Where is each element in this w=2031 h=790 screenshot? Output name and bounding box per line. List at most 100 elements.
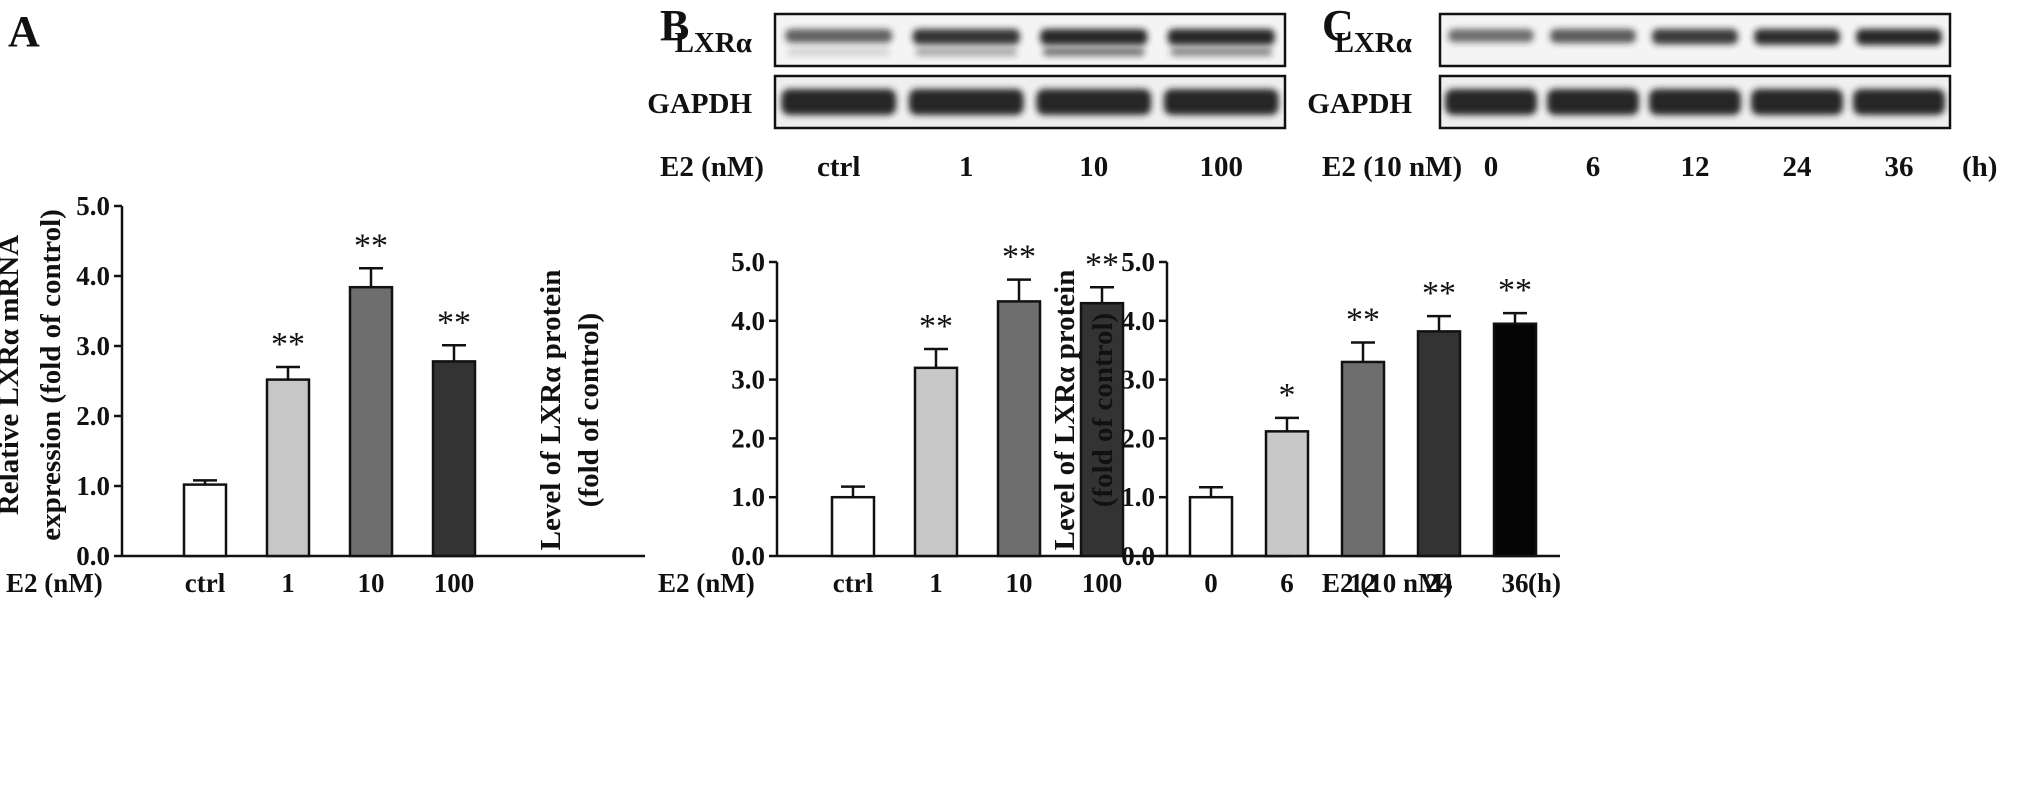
significance-marker: ** [354, 227, 388, 264]
y-tick-label: 3.0 [1121, 365, 1155, 395]
blot-lane-label: 1 [959, 151, 974, 183]
blot-lane-label: 100 [1200, 151, 1244, 183]
blot-band-gapdh [1853, 89, 1945, 115]
x-axis-title: E2 (nM) [6, 568, 103, 598]
panel-letter-c: C [1322, 1, 1354, 50]
bar-100 [1079, 301, 1125, 558]
y-tick-label: 4.0 [1121, 306, 1155, 336]
x-tick-label: 10 [1006, 568, 1033, 598]
panel-letter-a: A [8, 7, 40, 56]
x-tick-label: 24 [1426, 568, 1453, 598]
blot-treatment-label: E2 (nM) [660, 151, 764, 183]
bar-24 [1416, 330, 1462, 558]
y-tick-label: 3.0 [76, 331, 110, 361]
x-tick-label: 100 [1082, 568, 1123, 598]
y-axis-title-line: expression (fold of control) [35, 209, 67, 541]
bar-0 [1188, 495, 1234, 558]
blot-row-label: LXRα [675, 27, 752, 59]
x-tick-label: ctrl [833, 568, 874, 598]
y-axis-title-line: Level of LXRα protein [535, 270, 567, 551]
x-tick-label: 1 [281, 568, 295, 598]
y-tick-label: 3.0 [731, 365, 765, 395]
blot-band-lxr [785, 29, 893, 43]
x-tick-label: ctrl [185, 568, 226, 598]
blot-band-gapdh [1649, 89, 1741, 115]
y-tick-label: 5.0 [1121, 247, 1155, 277]
blot-band-lower [787, 48, 890, 56]
x-tick-label: 0 [1204, 568, 1218, 598]
y-tick-label: 0.0 [1121, 541, 1155, 571]
blot-row-label: LXRα [1335, 27, 1412, 59]
blot-lane-label: 12 [1681, 151, 1710, 183]
y-tick-label: 5.0 [76, 191, 110, 221]
y-axis-title-line: (fold of control) [1087, 313, 1119, 507]
blot-band-lxr [1167, 29, 1275, 45]
blot-lane-label: 24 [1783, 151, 1812, 183]
bar-6 [1264, 430, 1310, 558]
y-tick-label: 2.0 [76, 401, 110, 431]
y-tick-label: 2.0 [1121, 423, 1155, 453]
x-tick-label: 1 [929, 568, 943, 598]
bar-1 [913, 366, 959, 558]
bar-ctrl [182, 483, 228, 558]
blot-band-gapdh [908, 89, 1024, 115]
bar-10 [348, 285, 394, 558]
y-tick-label: 4.0 [76, 261, 110, 291]
x-axis-title: E2 (nM) [658, 568, 755, 598]
blot-band-lower [1042, 48, 1145, 56]
x-axis-title: E2 (10 nM) [1322, 568, 1453, 598]
y-tick-label: 4.0 [731, 306, 765, 336]
y-tick-label: 1.0 [76, 471, 110, 501]
x-tick-label: 100 [434, 568, 475, 598]
blot-band-lower [1170, 48, 1273, 56]
blot-band-lxr [1550, 29, 1636, 43]
y-tick-label: 0.0 [731, 541, 765, 571]
bar-1 [265, 378, 311, 558]
blot-lane-label: ctrl [817, 151, 860, 183]
chart-panel-a: 0.0 1.0 2.0 3.0 4.0 5.0 Relative LXRα mRNA expr… [0, 191, 645, 598]
significance-marker: ** [271, 326, 305, 363]
western-blot-b: LXRα GAPDH E2 (nM) ctrl 1 10 100 [647, 12, 1287, 183]
y-tick-label: 1.0 [731, 482, 765, 512]
significance-marker: ** [919, 308, 953, 345]
blot-band-lxr [1448, 29, 1534, 43]
blot-band-lxr [1856, 29, 1942, 45]
blot-band-lower [915, 48, 1018, 56]
significance-marker: ** [1346, 302, 1380, 339]
bar-36 [1492, 322, 1538, 558]
y-tick-label: 5.0 [731, 247, 765, 277]
blot-band-lxr [912, 29, 1020, 45]
blot-lane-label: 36 [1885, 151, 1914, 183]
blot-band-gapdh [781, 89, 897, 115]
significance-marker: ** [437, 304, 471, 341]
y-tick-label: 2.0 [731, 423, 765, 453]
y-axis-title-line: Relative LXRα mRNA [0, 235, 25, 515]
blot-lane-label: 6 [1586, 151, 1601, 183]
significance-marker: ** [1085, 246, 1119, 283]
x-tick-label: 6 [1280, 568, 1294, 598]
x-unit-suffix: (h) [1528, 568, 1561, 598]
blot-band-gapdh [1036, 89, 1152, 115]
blot-unit-suffix: (h) [1962, 151, 1997, 183]
blot-treatment-label: E2 (10 nM) [1322, 151, 1462, 183]
significance-marker: * [1279, 377, 1296, 414]
x-tick-label: 10 [358, 568, 385, 598]
western-blot-c: LXRα GAPDH E2 (10 nM) 0 6 12 24 36 (h) [1307, 12, 1997, 183]
y-axis-title-line: (fold of control) [573, 313, 605, 507]
blot-band-lxr [1652, 29, 1738, 45]
blot-lane-label: 10 [1079, 151, 1108, 183]
blot-band-gapdh [1547, 89, 1639, 115]
x-tick-label: 36 [1502, 568, 1529, 598]
blot-band-gapdh [1445, 89, 1537, 115]
blot-band-gapdh [1751, 89, 1843, 115]
y-tick-label: 1.0 [1121, 482, 1155, 512]
significance-marker: ** [1002, 239, 1036, 276]
y-tick-label: 0.0 [76, 541, 110, 571]
blot-lane-label: 0 [1484, 151, 1499, 183]
blot-band-lxr [1040, 29, 1148, 45]
bar-ctrl [830, 495, 876, 558]
blot-band-lxr [1754, 29, 1840, 45]
